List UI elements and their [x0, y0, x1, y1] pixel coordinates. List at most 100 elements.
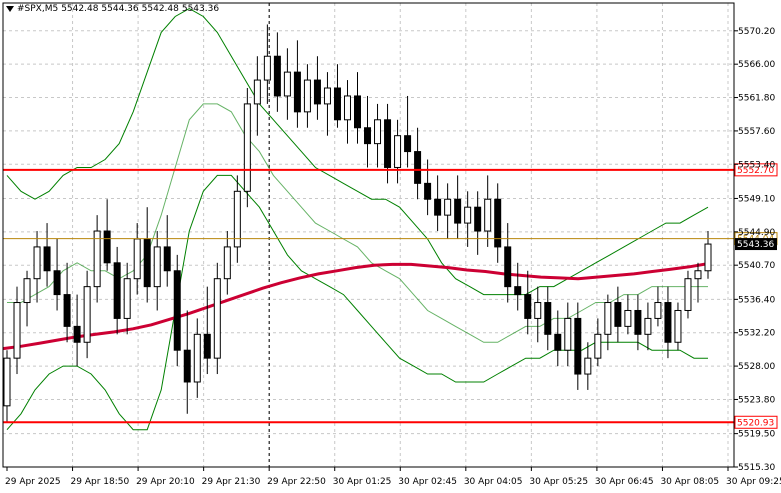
y-tick-label: 5557.60: [738, 127, 775, 137]
candle-body: [464, 206, 472, 224]
y-tick-label: 5536.40: [738, 295, 775, 305]
x-tick-label: 30 Apr 02:45: [398, 477, 457, 487]
x-tick-label: 30 Apr 06:45: [595, 477, 654, 487]
candle-body: [233, 190, 241, 248]
candle-body: [173, 270, 181, 351]
moving-average-line: [2, 262, 709, 351]
candle-body: [514, 286, 522, 296]
level-label: 5552.70: [737, 166, 774, 176]
symbol-header: #SPX,M5 5542.48 5544.36 5542.48 5543.36: [6, 4, 222, 14]
candle-body: [93, 230, 101, 288]
candle-body: [293, 71, 301, 113]
candle-body: [223, 246, 231, 280]
x-tick-label: 30 Apr 09:25: [726, 477, 781, 487]
candle-body: [644, 317, 652, 335]
candle-body: [133, 238, 141, 280]
candle-body: [674, 309, 682, 343]
candle-body: [704, 243, 712, 272]
candle-body: [63, 294, 71, 327]
candle-body: [323, 87, 331, 105]
candle-body: [153, 246, 161, 288]
candle-body: [343, 95, 351, 121]
candle-body: [374, 119, 382, 145]
candle-body: [444, 198, 452, 216]
y-tick-label: 5549.10: [738, 194, 775, 204]
candle-body: [384, 119, 392, 168]
x-tick-label: 30 Apr 05:25: [529, 477, 588, 487]
candle-body: [524, 294, 532, 319]
x-tick-label: 29 Apr 20:10: [136, 477, 195, 487]
low-value: 5542.48: [141, 4, 179, 14]
open-value: 5542.48: [61, 4, 99, 14]
candle-body: [23, 278, 31, 304]
candle-body: [273, 55, 281, 97]
bollinger-bands: [6, 8, 709, 431]
candle-body: [283, 71, 291, 97]
y-tick-label: 5540.70: [738, 261, 775, 271]
y-tick-label: 5570.20: [738, 27, 775, 37]
y-tick-label: 5561.80: [738, 94, 775, 104]
candle-body: [594, 333, 602, 359]
candle-body: [694, 270, 702, 280]
y-tick-label: 5528.00: [738, 362, 775, 372]
bollinger-middle: [7, 103, 708, 343]
candle-body: [13, 302, 21, 359]
candle-body: [103, 230, 111, 264]
candle-body: [624, 309, 632, 327]
candle-body: [3, 357, 11, 407]
bollinger-lower: [6, 174, 708, 431]
candle-body: [43, 246, 51, 272]
candle-body: [183, 349, 191, 383]
x-tick-label: 29 Apr 21:30: [202, 477, 261, 487]
candle-body: [474, 206, 482, 232]
high-value: 5544.36: [101, 4, 139, 14]
candle-body: [484, 198, 492, 232]
candle-body: [554, 333, 562, 351]
y-tick-label: 5544.90: [738, 228, 775, 238]
y-tick-label: 5532.20: [738, 329, 775, 339]
candle-body: [604, 302, 612, 335]
candle-body: [434, 198, 442, 216]
candle-body: [564, 317, 572, 351]
candle-body: [213, 278, 221, 359]
candle-body: [684, 278, 692, 311]
candle-body: [253, 79, 261, 105]
candle-body: [203, 333, 211, 359]
candle-body: [113, 262, 121, 319]
candle-body: [83, 286, 91, 343]
candle-body: [654, 302, 662, 319]
candle-body: [454, 198, 462, 224]
candle-body: [333, 87, 341, 121]
candle-body: [303, 79, 311, 113]
candle-body: [424, 182, 432, 200]
level-label: 5520.93: [737, 418, 774, 428]
candle-body: [494, 198, 502, 248]
x-tick-label: 30 Apr 08:05: [660, 477, 719, 487]
candle-body: [394, 135, 402, 168]
candle-body: [33, 246, 41, 280]
candle-body: [404, 135, 412, 153]
candle-body: [574, 317, 582, 375]
candle-body: [243, 103, 251, 192]
x-tick-label: 30 Apr 01:25: [333, 477, 392, 487]
x-tick-label: 29 Apr 22:50: [267, 477, 326, 487]
candle-body: [53, 270, 61, 296]
y-tick-label: 5553.40: [738, 160, 775, 170]
close-value: 5543.36: [181, 4, 220, 14]
moving-average: [2, 262, 709, 351]
level-label-box: [734, 163, 778, 177]
current-price-box: [735, 238, 777, 251]
candle-body: [614, 302, 622, 327]
candle-body: [313, 79, 321, 105]
candle-body: [193, 333, 201, 383]
plot-frame: [2, 2, 735, 468]
y-tick-label: 5519.50: [738, 430, 775, 440]
current-price-label: 5543.36: [737, 240, 774, 250]
x-tick-label: 29 Apr 2025: [5, 477, 61, 487]
candle-body: [634, 309, 642, 335]
candle-body: [544, 302, 552, 335]
